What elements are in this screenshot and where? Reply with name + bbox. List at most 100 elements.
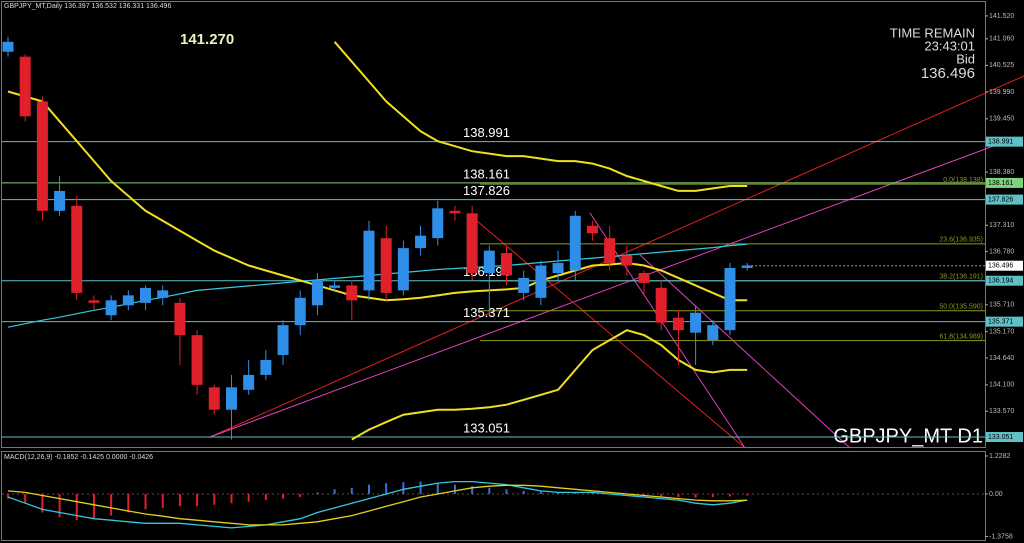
histogram-bar — [694, 493, 697, 498]
histogram-bar — [230, 493, 233, 504]
high-label: 141.270 — [180, 31, 234, 48]
overlay-line — [351, 329, 748, 441]
price-box — [986, 432, 1023, 443]
candle-body — [707, 325, 719, 341]
y-tick-label: 134.640 — [989, 355, 1014, 362]
y-tick-label: 136.780 — [989, 248, 1014, 255]
candle-body — [208, 387, 220, 410]
level-label: 138.161 — [463, 166, 510, 181]
candle-body — [604, 238, 616, 264]
candle-body — [397, 248, 409, 291]
y-tick-label: 139.450 — [989, 116, 1014, 123]
price-box — [986, 275, 1023, 286]
y-tick-label: -1.3758 — [989, 533, 1013, 540]
candle-body — [122, 295, 134, 306]
candle-body — [105, 300, 117, 316]
histogram-bar — [144, 493, 147, 510]
histogram-bar — [247, 493, 250, 502]
fib-label: 38.2(136.191) — [939, 274, 983, 281]
bid-box — [986, 260, 1023, 271]
time-remain: 23:43:01 — [924, 38, 975, 53]
candle-body — [157, 290, 169, 298]
level-label: 135.371 — [463, 305, 510, 320]
trend-line — [209, 137, 1016, 438]
histogram-bar — [505, 489, 508, 494]
bid-value: 136.496 — [921, 65, 975, 82]
histogram-bar — [677, 493, 680, 498]
macd-header: MACD(12,26,9) -0.1852 -0.1425 0.0000 -0.… — [4, 454, 153, 461]
histogram-bar — [574, 492, 577, 494]
candle-body — [466, 213, 478, 273]
candle-body — [449, 210, 461, 214]
histogram-bar — [110, 493, 113, 516]
candle-body — [260, 359, 272, 375]
trend-line — [469, 214, 746, 449]
candle-body — [329, 285, 341, 288]
candle-body — [518, 277, 530, 293]
candle-body — [363, 230, 375, 291]
candle-body — [380, 238, 392, 293]
candle-body — [71, 205, 83, 293]
time-remain-label: TIME REMAIN — [890, 25, 975, 40]
price-box-label: 138.991 — [988, 139, 1013, 146]
candle-body — [191, 335, 203, 385]
candle-body — [535, 265, 547, 298]
candle-body — [2, 41, 14, 52]
candle-body — [690, 312, 702, 333]
macd-line — [7, 480, 748, 529]
y-tick-label: 139.990 — [989, 89, 1014, 96]
histogram-bar — [282, 493, 285, 499]
candle-body — [724, 268, 736, 331]
candle-body — [483, 250, 495, 273]
histogram-bar — [728, 493, 731, 497]
candle-body — [672, 317, 684, 331]
histogram-bar — [436, 483, 439, 494]
histogram-bar — [591, 493, 594, 494]
histogram-bar — [402, 482, 405, 494]
fib-label: 50.0(135.590) — [939, 304, 983, 311]
histogram-bar — [24, 493, 27, 504]
fib-label: 0.0(138.138) — [943, 177, 983, 184]
price-box — [986, 177, 1023, 188]
price-box — [986, 136, 1023, 147]
histogram-bar — [127, 493, 130, 513]
trend-line — [639, 254, 851, 449]
candle-body — [54, 190, 66, 211]
candle-body — [638, 272, 650, 283]
histogram-bar — [471, 486, 474, 494]
candle-body — [346, 285, 358, 301]
histogram-bar — [264, 493, 267, 501]
histogram-bar — [350, 487, 353, 494]
candle-body — [569, 215, 581, 271]
histogram-bar — [41, 493, 44, 513]
candle-body — [552, 263, 564, 273]
y-tick-label: 133.570 — [989, 408, 1014, 415]
histogram-bar — [213, 493, 216, 505]
price-box-label: 137.826 — [988, 196, 1013, 203]
watermark: GBPJPY_MT D1 — [833, 425, 983, 447]
candle-body — [88, 300, 100, 303]
macd-panel-border — [1, 451, 986, 541]
histogram-bar — [161, 493, 164, 508]
candle-body — [501, 253, 513, 276]
histogram-bar — [539, 491, 542, 494]
histogram-bar — [746, 493, 749, 496]
y-tick-label: 134.100 — [989, 382, 1014, 389]
y-tick-label: 0.00 — [989, 491, 1003, 498]
histogram-bar — [92, 493, 95, 519]
level-label: 133.051 — [463, 420, 510, 435]
histogram-bar — [7, 493, 9, 499]
candle-body — [174, 302, 186, 336]
y-tick-label: 135.710 — [989, 302, 1014, 309]
price-box-label: 135.371 — [988, 318, 1013, 325]
histogram-bar — [316, 492, 319, 494]
histogram-bar — [419, 481, 422, 494]
main-panel-border — [1, 1, 986, 448]
fib-label: 61.8(134.989) — [939, 333, 983, 340]
histogram-bar — [488, 487, 491, 494]
y-tick-label: 135.170 — [989, 328, 1014, 335]
y-tick-label: 1.2282 — [989, 453, 1011, 460]
histogram-bar — [453, 484, 456, 494]
candle-body — [225, 387, 237, 410]
